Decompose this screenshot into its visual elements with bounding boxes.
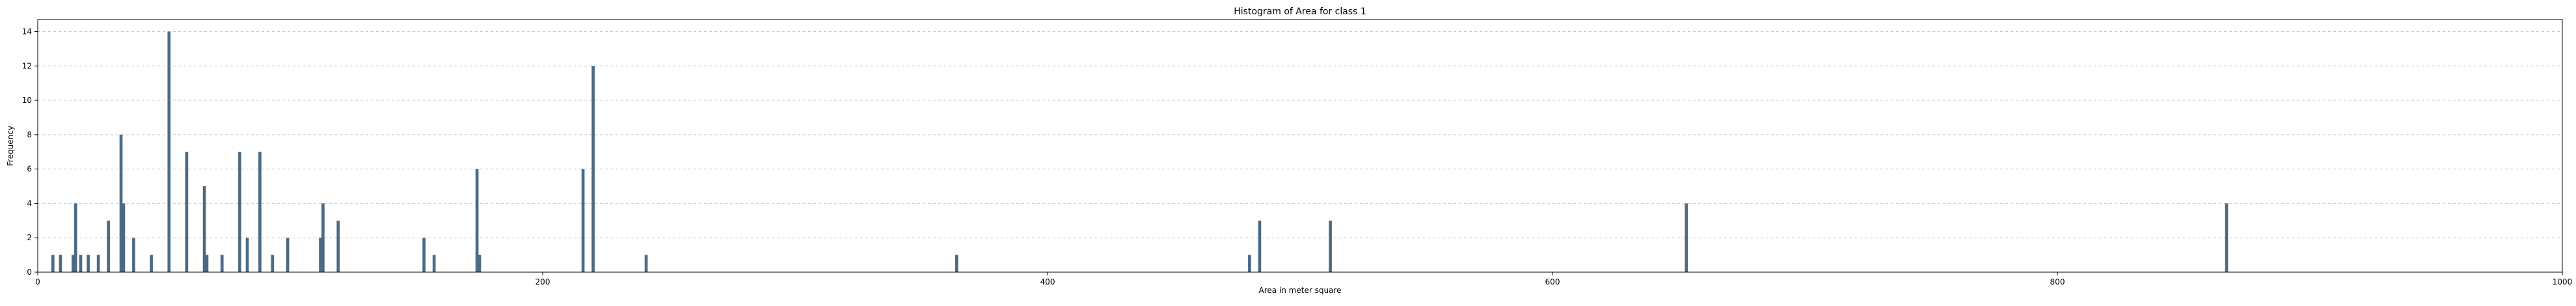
histogram-bar	[220, 255, 224, 272]
plot-frame	[37, 19, 2563, 273]
y-tick-label: 10	[22, 96, 32, 105]
histogram-bar	[1248, 255, 1251, 272]
histogram-bar	[321, 203, 325, 272]
histogram-bar	[475, 169, 479, 272]
histogram-bar	[336, 220, 340, 272]
chart-title: Histogram of Area for class 1	[1234, 7, 1366, 17]
y-tick-label: 4	[27, 199, 32, 208]
histogram-bar	[202, 186, 206, 272]
ticks-layer: 0 2 4 6 8 10 12 14 0 200 400 600 800 1000	[22, 27, 2573, 286]
histogram-bar	[238, 152, 241, 272]
y-tick-label: 0	[27, 268, 32, 277]
histogram-bar	[122, 203, 126, 272]
histogram-bar	[185, 152, 189, 272]
y-tick-label: 6	[27, 165, 32, 174]
grid-layer	[38, 31, 2562, 238]
y-tick-label: 2	[27, 233, 32, 242]
histogram-bar	[258, 152, 262, 272]
y-tick-label: 12	[22, 61, 32, 70]
y-tick-label: 14	[22, 27, 32, 36]
x-tick-label: 800	[2050, 277, 2065, 286]
histogram-bar	[245, 238, 249, 272]
histogram-bar	[96, 255, 100, 272]
histogram-bar	[132, 238, 135, 272]
histogram-bar	[955, 255, 958, 272]
histogram-bar	[286, 238, 290, 272]
histogram-bar	[87, 255, 90, 272]
histogram-bar	[1329, 220, 1332, 272]
y-tick-label: 8	[27, 130, 32, 139]
x-tick-label: 400	[1040, 277, 1055, 286]
x-axis-title: Area in meter square	[1259, 286, 1342, 295]
histogram-bar	[51, 255, 55, 272]
histogram-bar	[71, 255, 75, 272]
bars-layer	[51, 31, 2229, 273]
histogram-bar	[1258, 220, 1262, 272]
histogram-bar	[2225, 203, 2229, 272]
histogram-bar	[581, 169, 585, 272]
histogram-bar	[319, 238, 322, 272]
x-tick-label: 1000	[2553, 277, 2573, 286]
histogram-bar	[79, 255, 83, 272]
x-tick-label: 0	[35, 277, 40, 286]
x-tick-label: 200	[536, 277, 550, 286]
histogram-bar	[150, 255, 153, 272]
histogram-bar	[205, 255, 209, 272]
histogram-bar	[74, 203, 77, 272]
x-tick-label: 600	[1545, 277, 1560, 286]
histogram-bar	[119, 134, 123, 272]
histogram-bar	[591, 66, 595, 273]
histogram-bar	[59, 255, 62, 272]
histogram-bar	[422, 238, 426, 272]
histogram-bar	[478, 255, 481, 272]
histogram-bar	[167, 31, 171, 272]
histogram-bar	[432, 255, 436, 272]
histogram-bar	[271, 255, 275, 272]
y-axis-title: Frequency	[6, 126, 15, 166]
histogram-bar	[644, 255, 648, 272]
histogram-bar	[107, 220, 110, 272]
histogram-bar	[1685, 203, 1688, 272]
